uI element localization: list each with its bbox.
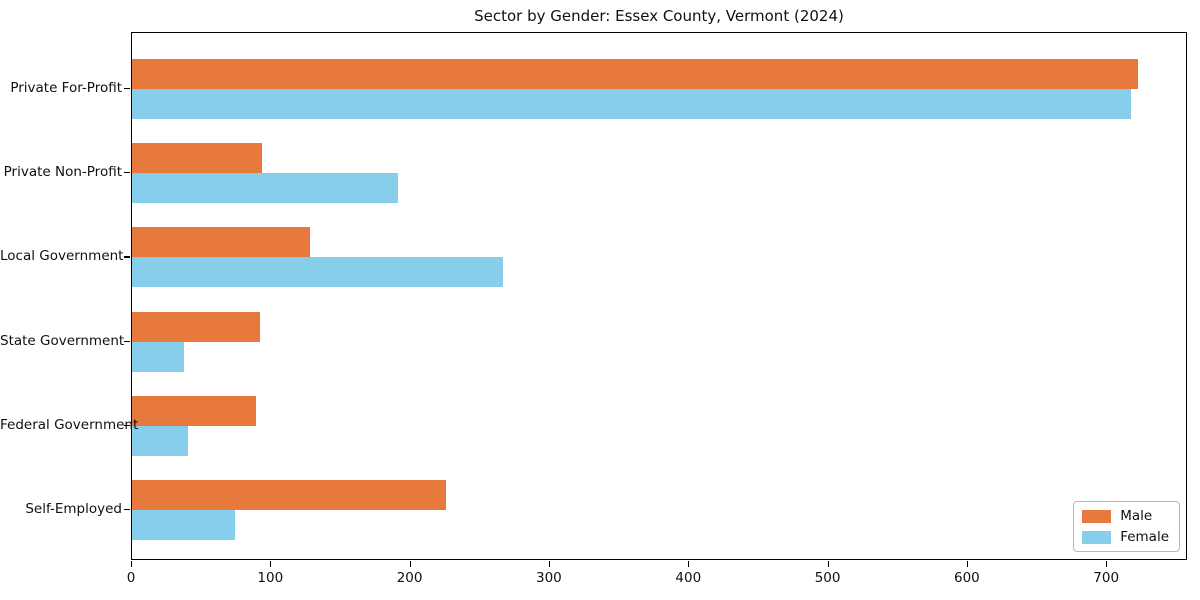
x-tick-600 [966,561,969,567]
y-tick-local-government [124,256,130,258]
y-tick-private-non-profit [124,172,130,174]
x-tick-700 [1106,561,1108,567]
y-tick-private-for-profit [124,88,130,90]
bar-male-private-for-profit [132,59,1138,89]
legend-label-female: Female [1120,529,1169,545]
x-axis-tick-label: 0 [126,570,136,586]
bar-female-private-non-profit [132,173,399,204]
x-axis-tick-label: 400 [675,570,702,586]
x-tick-0 [131,561,133,567]
bar-male-self-employed [132,480,446,510]
x-axis-tick-label: 200 [396,570,423,586]
x-axis-tick-label: 600 [954,570,980,586]
bar-male-local-government [132,227,311,258]
bar-female-state-government [132,341,184,372]
x-tick-500 [827,561,829,567]
legend-swatch-female [1082,530,1112,544]
y-axis-category-label: Private For-Profit [10,80,122,96]
plot-area: Male Female [131,32,1187,560]
y-axis-category-label: Self-Employed [25,501,122,517]
x-axis-tick-label: 700 [1093,570,1120,586]
legend-label-male: Male [1120,508,1153,524]
bar-male-state-government [132,311,261,342]
bar-female-self-employed [132,510,236,540]
x-axis-tick-label: 300 [536,570,562,586]
y-tick-federal-government [124,424,130,426]
x-tick-400 [688,561,690,567]
legend: Male Female [1073,501,1180,552]
x-axis-tick-label: 500 [814,570,841,586]
y-tick-state-government [124,340,130,342]
legend-swatch-male [1082,509,1112,523]
bar-female-local-government [132,257,503,288]
x-tick-300 [548,561,551,567]
bar-male-federal-government [132,395,256,426]
y-axis-category-label: Local Government [0,248,124,265]
legend-item-female: Female [1082,529,1169,545]
bar-female-federal-government [132,425,188,456]
y-tick-self-employed [124,509,130,511]
y-axis-category-label: State Government [0,332,125,349]
x-axis-tick-label: 100 [257,570,284,586]
legend-item-male: Male [1082,508,1169,524]
bar-male-private-non-profit [132,143,262,174]
bar-female-private-for-profit [132,89,1131,119]
chart-title: Sector by Gender: Essex County, Vermont … [474,7,844,25]
y-axis-category-label: Federal Government [0,416,139,433]
y-axis-category-label: Private Non-Profit [3,164,122,181]
x-tick-100 [270,561,272,567]
x-tick-200 [409,561,411,567]
